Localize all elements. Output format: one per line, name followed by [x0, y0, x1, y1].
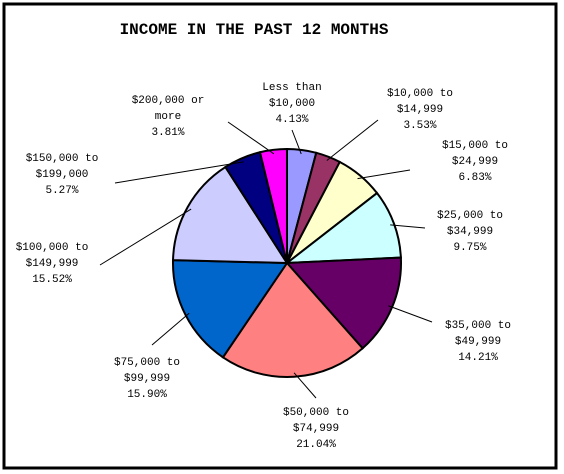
- leader-line: [151, 312, 190, 346]
- value-label: 9.75%: [453, 242, 486, 254]
- slice-label: $199,000: [36, 169, 89, 181]
- slice-label: $74,999: [293, 423, 339, 435]
- slice-label: $100,000 to: [16, 242, 89, 254]
- slice-label: $24,999: [452, 156, 498, 168]
- slice-label: $14,999: [397, 104, 443, 116]
- slice-label: $25,000 to: [437, 210, 503, 222]
- leader-line: [291, 129, 302, 155]
- pie-slice: [221, 261, 365, 378]
- leader-line: [99, 208, 192, 266]
- leader-line: [227, 121, 275, 155]
- slice-label: $34,999: [447, 226, 493, 238]
- leader-line: [326, 119, 379, 161]
- leader-line: [293, 372, 317, 399]
- slice-label: Less than: [262, 82, 321, 94]
- slice-label: $149,999: [26, 258, 79, 270]
- value-label: 15.52%: [32, 274, 72, 286]
- pie-slice: [172, 165, 289, 265]
- slice-label: $50,000 to: [283, 407, 349, 419]
- chart-title: INCOME IN THE PAST 12 MONTHS: [120, 21, 389, 39]
- leader-line: [357, 169, 411, 180]
- value-label: 5.27%: [45, 185, 78, 197]
- value-label: 21.04%: [296, 439, 336, 451]
- slice-label: more: [155, 111, 181, 123]
- value-label: 15.90%: [127, 389, 167, 401]
- pie-slice: [172, 259, 289, 359]
- slice-label: $49,999: [455, 336, 501, 348]
- leader-line: [114, 161, 244, 184]
- slice-label: $10,000: [269, 98, 315, 110]
- value-label: 6.83%: [458, 172, 491, 184]
- leader-line: [388, 305, 433, 323]
- slice-label: $10,000 to: [387, 88, 453, 100]
- slice-label: $150,000 to: [26, 153, 99, 165]
- slice-label: $200,000 or: [132, 95, 205, 107]
- slice-label: $99,999: [124, 373, 170, 385]
- slice-label: $75,000 to: [114, 357, 180, 369]
- slice-label: $15,000 to: [442, 140, 508, 152]
- value-label: 3.53%: [403, 120, 436, 132]
- value-label: 14.21%: [458, 352, 498, 364]
- leader-line: [390, 224, 426, 229]
- value-label: 4.13%: [275, 114, 308, 126]
- pie-slice: [258, 147, 288, 264]
- slice-label: $35,000 to: [445, 320, 511, 332]
- value-label: 3.81%: [151, 127, 184, 139]
